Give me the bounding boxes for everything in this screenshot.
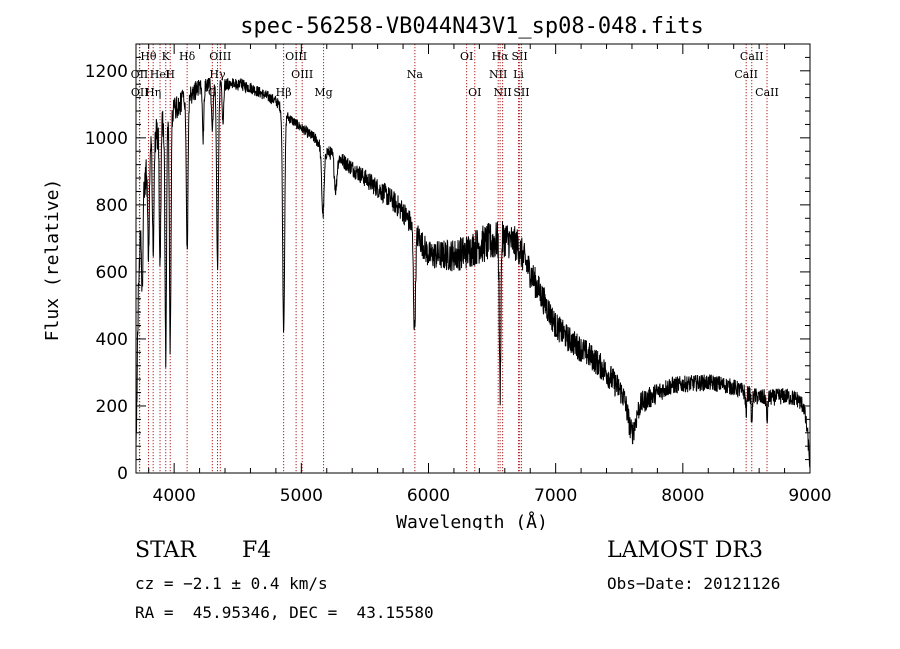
- line-marker-label-0: Hθ: [140, 50, 157, 63]
- line-marker-label-12: Hγ: [209, 68, 226, 81]
- object-subclass-label: F4: [242, 538, 272, 563]
- y-tick-label-1200: 1200: [85, 62, 128, 82]
- x-tick-label-7000: 7000: [534, 486, 577, 506]
- obs-date-label: Obs−Date: 20121126: [607, 574, 781, 593]
- y-tick-label-0: 0: [117, 464, 128, 484]
- line-marker-label-6: Hα: [492, 50, 510, 63]
- line-marker-label-14: Na: [407, 68, 424, 81]
- x-tick-label-4000: 4000: [153, 486, 196, 506]
- line-marker-label-19: Hη: [145, 86, 161, 99]
- line-marker-label-16: Li: [513, 68, 524, 81]
- line-marker-label-21: Hβ: [276, 86, 292, 99]
- line-marker-label-18: OII: [131, 86, 149, 99]
- line-marker-label-22: Mg: [314, 86, 332, 99]
- line-marker-label-2: Hδ: [179, 50, 196, 63]
- x-tick-label-5000: 5000: [280, 486, 323, 506]
- y-tick-label-600: 600: [96, 263, 128, 283]
- y-tick-label-1000: 1000: [85, 129, 128, 149]
- x-tick-label-6000: 6000: [407, 486, 450, 506]
- ra-dec-label: RA = 45.95346, DEC = 43.15580: [135, 603, 434, 622]
- line-marker-label-25: SII: [513, 86, 529, 99]
- line-marker-label-5: OI: [460, 50, 473, 63]
- line-marker-label-13: OIII: [291, 68, 313, 81]
- line-marker-label-11: H: [165, 68, 175, 81]
- x-tick-label-9000: 9000: [788, 486, 831, 506]
- y-tick-label-800: 800: [96, 196, 128, 216]
- line-marker-label-17: CaII: [734, 68, 758, 81]
- y-axis-label: Flux (relative): [42, 179, 63, 342]
- survey-label: LAMOST DR3: [607, 538, 763, 563]
- line-marker-label-15: NII: [489, 68, 507, 81]
- object-type-label: STAR: [135, 538, 196, 563]
- line-marker-label-3: OIII: [209, 50, 231, 63]
- spectrum-chart: spec-56258-VB044N43V1_sp08-048.fits Hθ K Hδ…: [42, 14, 832, 530]
- line-marker-label-7: SII: [512, 50, 528, 63]
- y-tick-label-400: 400: [96, 330, 128, 350]
- chart-title: spec-56258-VB044N43V1_sp08-048.fits: [240, 14, 704, 39]
- line-marker-label-8: CaII: [740, 50, 764, 63]
- redshift-label: cz = −2.1 ± 0.4 km/s: [135, 574, 328, 593]
- line-marker-label-4: OIII: [285, 50, 307, 63]
- line-marker-label-23: OI: [468, 86, 481, 99]
- line-marker-label-20: G: [208, 86, 217, 99]
- x-axis-label: Wavelength (Å): [396, 511, 548, 530]
- line-marker-label-1: K: [162, 50, 171, 63]
- x-tick-label-8000: 8000: [661, 486, 704, 506]
- line-marker-label-10: HeI: [150, 68, 170, 81]
- spectrum-line: [135, 77, 811, 468]
- line-marker-label-26: CaII: [755, 86, 779, 99]
- y-tick-label-200: 200: [96, 397, 128, 417]
- line-marker-label-24: NII: [493, 86, 511, 99]
